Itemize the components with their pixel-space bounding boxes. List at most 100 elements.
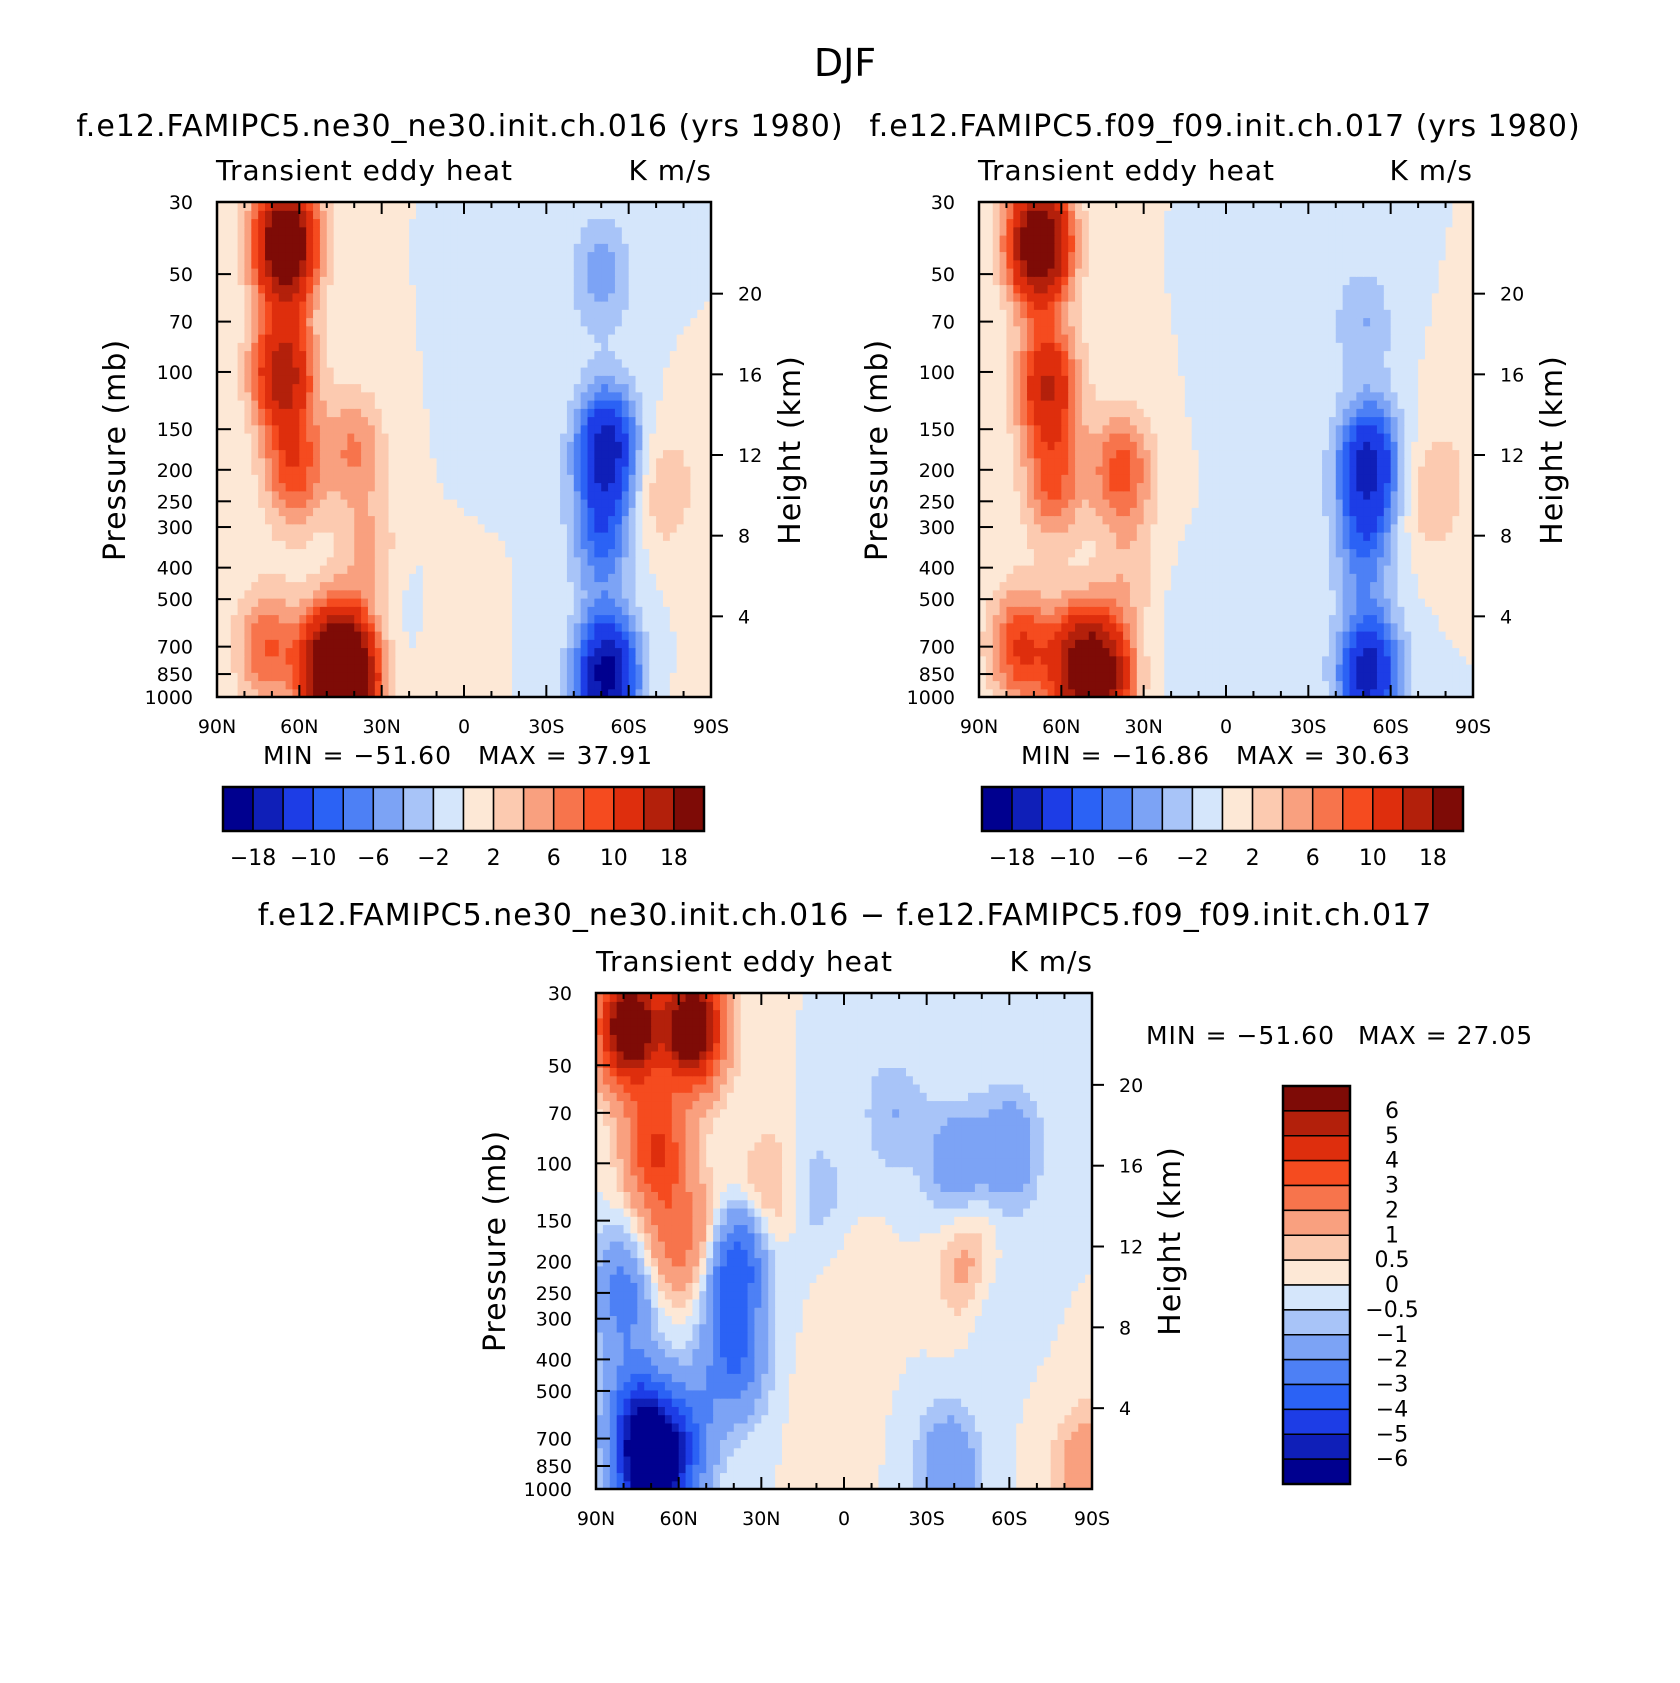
field-cell bbox=[1322, 639, 1330, 649]
field-cell bbox=[491, 664, 499, 673]
field-cell bbox=[608, 309, 616, 319]
field-cell bbox=[436, 259, 445, 269]
field-cell bbox=[388, 631, 396, 640]
field-cell bbox=[1191, 655, 1200, 665]
field-cell bbox=[361, 680, 369, 690]
field-cell bbox=[1198, 688, 1207, 697]
field-cell bbox=[697, 350, 705, 360]
field-cell bbox=[546, 268, 554, 277]
field-cell bbox=[306, 573, 314, 583]
field-cell bbox=[525, 268, 534, 277]
field-cell bbox=[464, 655, 472, 665]
field-cell bbox=[635, 276, 643, 286]
field-cell bbox=[1308, 631, 1316, 640]
field-cell bbox=[367, 424, 376, 434]
field-cell bbox=[230, 556, 239, 566]
field-cell bbox=[676, 664, 685, 673]
field-cell bbox=[532, 391, 541, 401]
field-cell bbox=[436, 507, 445, 517]
field-cell bbox=[656, 655, 664, 665]
field-cell bbox=[628, 589, 637, 599]
field-cell bbox=[258, 301, 266, 310]
field-cell bbox=[1418, 655, 1426, 665]
field-cell bbox=[313, 565, 321, 574]
field-cell bbox=[505, 647, 513, 657]
field-cell bbox=[395, 416, 403, 426]
colorbar-swatch bbox=[552, 786, 585, 832]
field-cell bbox=[491, 325, 499, 335]
field-cell bbox=[217, 210, 225, 220]
field-cell bbox=[546, 325, 554, 335]
field-cell bbox=[573, 284, 582, 294]
field-cell bbox=[491, 226, 499, 236]
field-cell bbox=[1397, 655, 1405, 665]
field-cell bbox=[415, 408, 424, 418]
field-cell bbox=[223, 647, 232, 657]
field-cell bbox=[292, 292, 300, 302]
field-cell bbox=[278, 424, 287, 434]
field-cell bbox=[669, 680, 678, 690]
field-cell bbox=[457, 391, 465, 401]
field-cell bbox=[635, 235, 643, 244]
field-cell bbox=[649, 565, 657, 574]
field-cell bbox=[429, 218, 438, 228]
field-cell bbox=[614, 301, 623, 310]
field-cell bbox=[587, 325, 595, 335]
field-cell bbox=[388, 309, 396, 319]
field-cell bbox=[367, 507, 376, 517]
field-cell bbox=[690, 218, 698, 228]
field-cell bbox=[374, 218, 383, 228]
field-cell bbox=[614, 424, 623, 434]
field-cell bbox=[1177, 664, 1186, 673]
field-cell bbox=[230, 367, 239, 376]
field-cell bbox=[1150, 655, 1158, 665]
field-cell bbox=[539, 334, 547, 343]
field-cell bbox=[621, 226, 630, 236]
field-cell bbox=[505, 515, 513, 525]
field-cell bbox=[251, 342, 259, 352]
field-cell bbox=[704, 424, 711, 434]
field-cell bbox=[566, 680, 575, 690]
field-cell bbox=[443, 441, 451, 451]
field-cell bbox=[1033, 647, 1042, 657]
field-cell bbox=[306, 342, 314, 352]
field-cell bbox=[292, 565, 300, 574]
field-cell bbox=[361, 664, 369, 673]
field-cell bbox=[1020, 680, 1028, 690]
field-cell bbox=[546, 276, 554, 286]
field-cell bbox=[450, 672, 458, 682]
field-cell bbox=[505, 474, 513, 484]
field-cell bbox=[505, 589, 513, 599]
field-cell bbox=[1136, 647, 1145, 657]
field-cell bbox=[484, 408, 493, 418]
field-cell bbox=[1116, 647, 1124, 657]
field-cell bbox=[518, 251, 527, 261]
colorbar-tick-label: 6 bbox=[547, 846, 561, 871]
field-cell bbox=[635, 416, 643, 426]
field-cell bbox=[1404, 655, 1412, 665]
field-cell bbox=[367, 309, 376, 319]
field-cell bbox=[457, 523, 465, 533]
field-cell bbox=[683, 466, 692, 475]
field-cell bbox=[662, 334, 671, 343]
field-cell bbox=[470, 391, 479, 401]
field-cell bbox=[265, 400, 273, 409]
field-cell bbox=[580, 358, 589, 368]
field-cell bbox=[409, 243, 417, 253]
field-cell bbox=[450, 581, 458, 591]
field-cell bbox=[656, 556, 664, 566]
field-cell bbox=[271, 499, 280, 508]
field-cell bbox=[525, 449, 534, 459]
field-cell bbox=[443, 251, 451, 261]
field-cell bbox=[601, 433, 609, 442]
field-cell bbox=[258, 647, 266, 657]
field-cell bbox=[292, 358, 300, 368]
x-tick-label: 60S bbox=[611, 716, 647, 738]
field-cell bbox=[436, 218, 445, 228]
field-cell bbox=[546, 292, 554, 302]
field-cell bbox=[1177, 639, 1186, 649]
field-cell bbox=[230, 457, 239, 467]
field-cell bbox=[518, 441, 527, 451]
field-cell bbox=[566, 688, 575, 697]
field-cell bbox=[415, 292, 424, 302]
